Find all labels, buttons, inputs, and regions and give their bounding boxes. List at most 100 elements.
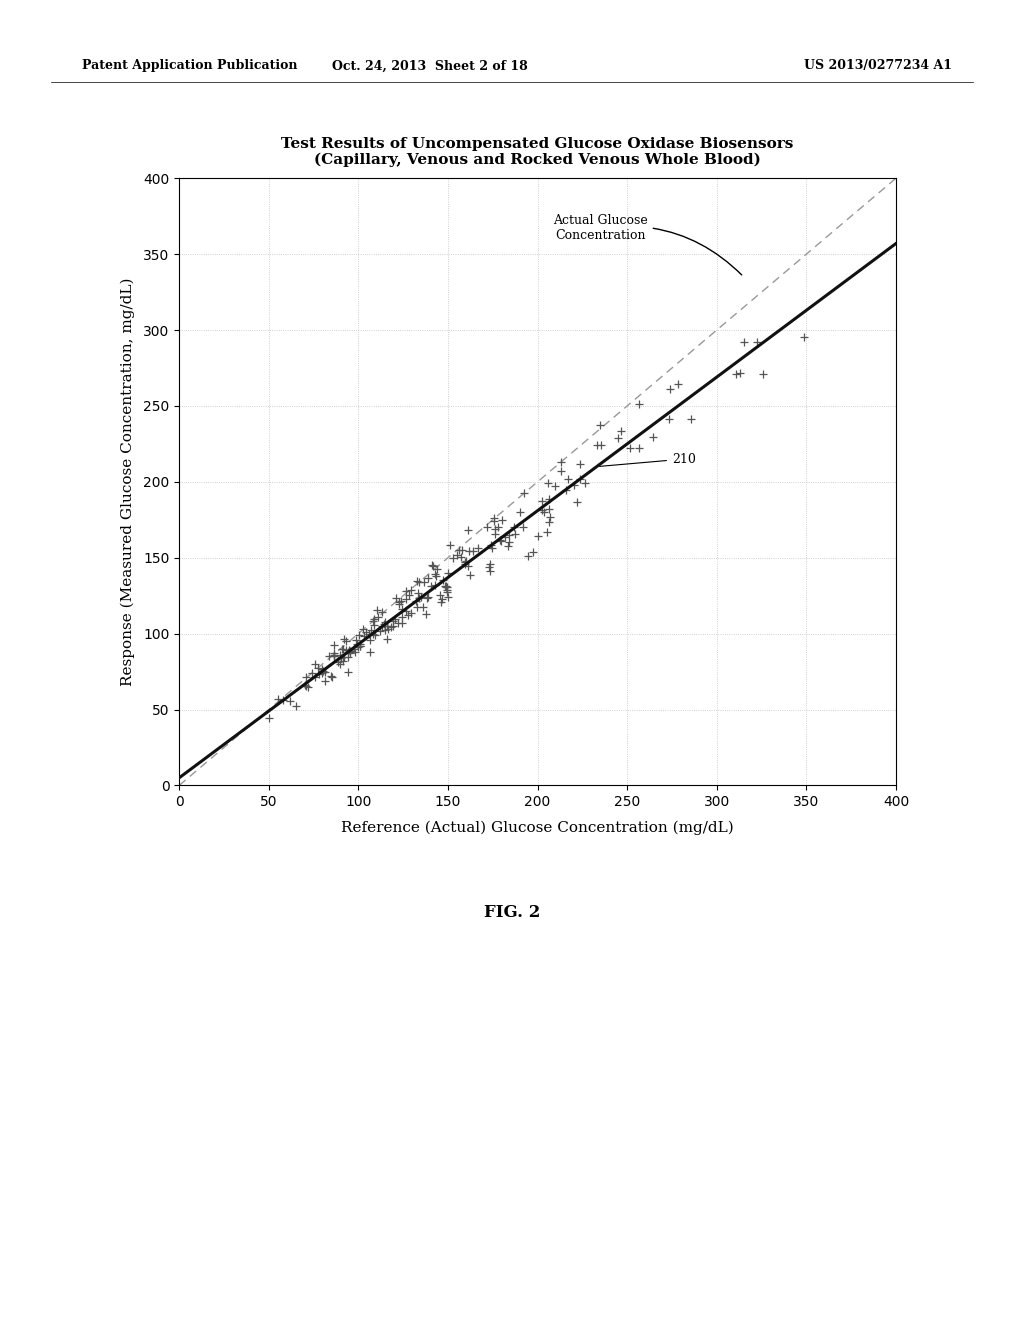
Point [419,587,435,609]
Point [437,577,454,598]
Point [486,524,503,545]
Point [511,502,527,523]
Point [315,661,332,682]
Point [519,545,536,566]
Point [481,560,498,581]
Point [393,598,410,619]
Point [428,565,444,586]
Point [592,414,608,436]
Point [341,643,357,664]
Point [500,536,516,557]
Point [394,606,411,627]
Point [427,564,443,585]
Point [732,363,749,384]
Point [557,479,573,500]
Point [514,516,530,537]
Point [379,628,395,649]
Point [376,614,392,635]
Point [489,517,506,539]
Point [385,610,401,631]
Point [645,426,662,447]
Point [369,599,385,620]
Point [559,469,575,490]
Point [593,434,609,455]
Point [451,540,467,561]
Point [314,659,331,680]
Point [351,624,368,645]
Point [310,664,327,685]
Point [326,645,342,667]
Point [682,408,698,429]
Point [428,558,444,579]
Point [460,519,476,540]
Point [420,568,436,589]
Point [420,586,436,607]
Point [397,601,414,622]
Point [340,642,356,663]
Point [298,675,314,696]
Point [571,453,588,474]
Point [410,582,426,603]
Text: Actual Glucose
Concentration: Actual Glucose Concentration [553,214,741,275]
Point [391,593,408,614]
Point [485,511,502,532]
Text: FIG. 2: FIG. 2 [483,904,541,921]
Point [307,667,324,688]
Point [569,491,586,512]
Point [438,579,455,601]
Point [336,628,352,649]
Point [457,552,473,573]
Point [492,529,508,550]
Text: Oct. 24, 2013  Sheet 2 of 18: Oct. 24, 2013 Sheet 2 of 18 [332,59,528,73]
Point [346,638,362,659]
Point [534,490,550,511]
Point [541,512,557,533]
Point [365,611,381,632]
Point [367,624,383,645]
Point [335,639,351,660]
Point [377,619,393,640]
Point [379,615,395,636]
Point [366,615,382,636]
Point [413,586,429,607]
Point [399,605,416,626]
Point [577,473,593,494]
Point [623,437,639,458]
Point [524,541,541,562]
Point [390,612,407,634]
Point [297,675,313,696]
Point [411,587,427,609]
Point [352,634,369,655]
Point [314,663,331,684]
Point [361,624,378,645]
Point [486,519,503,540]
Point [274,689,291,710]
Point [453,546,469,568]
Point [547,475,563,496]
Point [485,507,502,528]
Point [298,667,314,688]
Point [332,653,348,675]
Point [336,647,352,668]
Point [612,421,629,442]
Point [324,665,340,686]
Point [326,645,342,667]
Point [736,331,753,352]
Point [465,540,481,561]
Text: US 2013/0277234 A1: US 2013/0277234 A1 [804,59,952,73]
Point [340,661,356,682]
Point [660,408,677,429]
Point [589,434,605,455]
Point [347,642,364,663]
Point [425,556,441,577]
Point [366,609,382,630]
Point [391,591,408,612]
Point [372,620,388,642]
Title: Test Results of Uncompensated Glucose Oxidase Biosensors
(Capillary, Venous and : Test Results of Uncompensated Glucose Ox… [282,137,794,168]
Point [412,572,428,593]
Point [348,630,365,651]
Point [332,644,348,665]
Point [288,696,304,717]
Point [321,645,337,667]
Point [435,570,452,591]
